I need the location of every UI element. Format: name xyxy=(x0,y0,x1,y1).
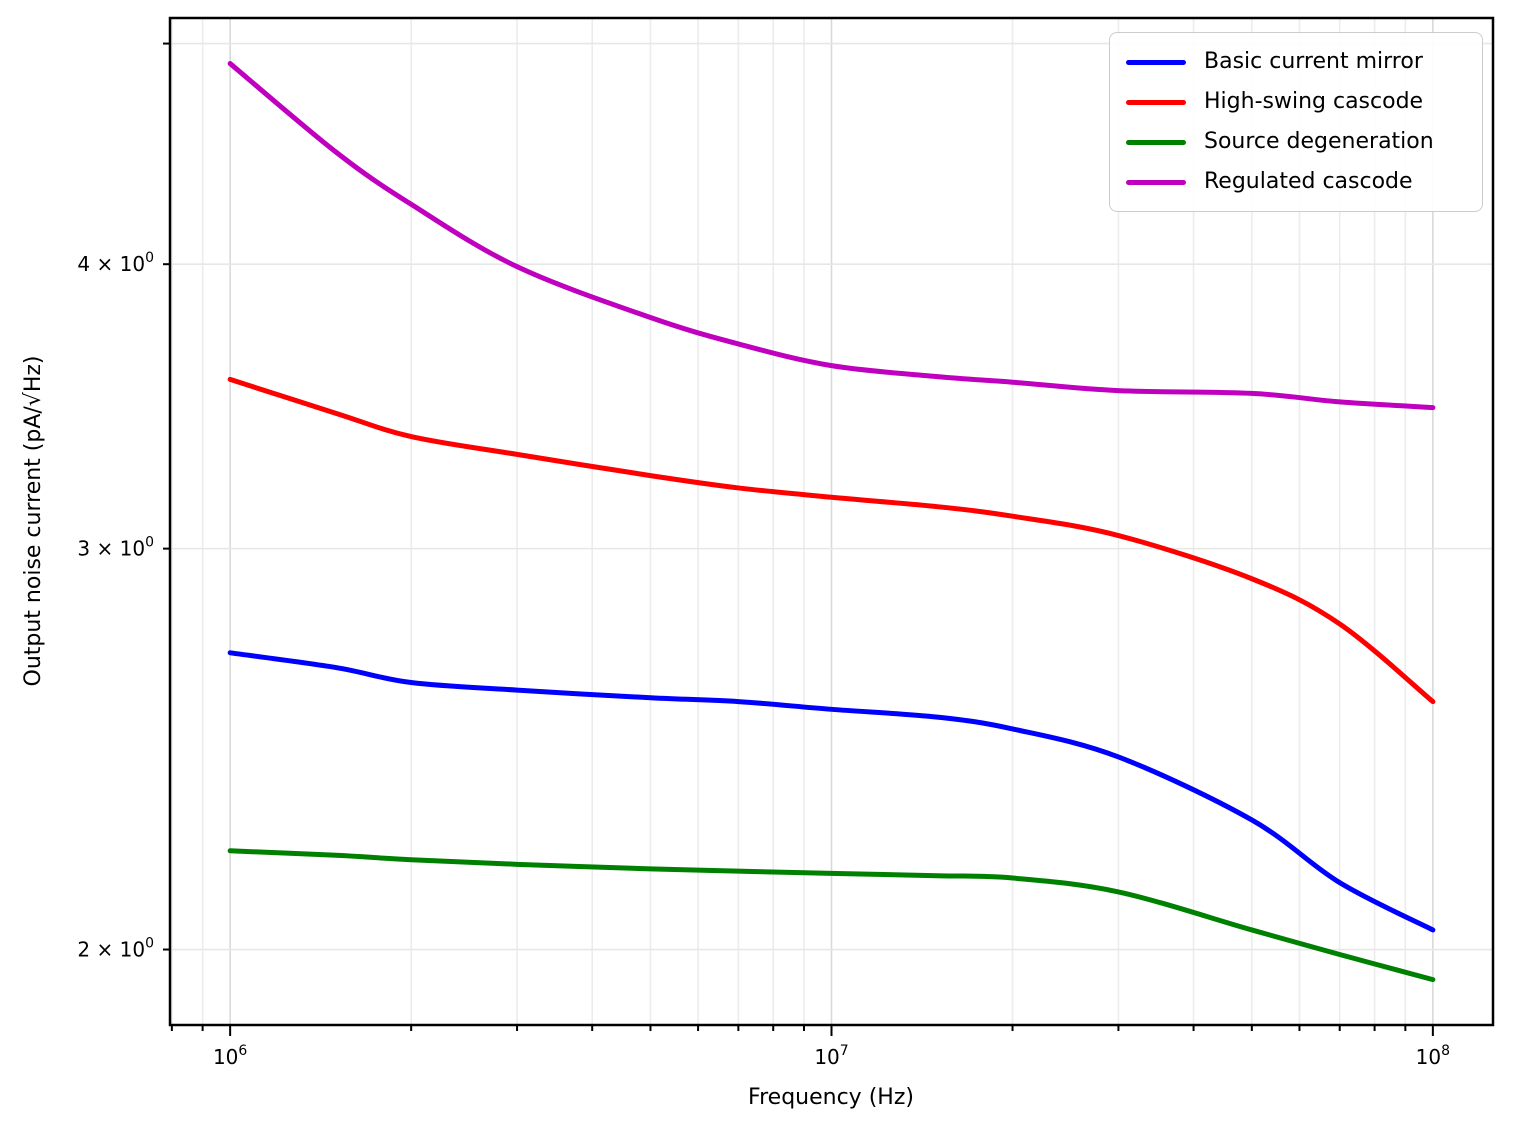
x-tick-label: 108 xyxy=(1416,1043,1450,1069)
legend-item-1: High-swing cascode xyxy=(1126,82,1466,122)
axis-ticks xyxy=(163,42,1434,1036)
legend-item-0: Basic current mirror xyxy=(1126,42,1466,82)
series-line-0 xyxy=(227,650,1436,933)
y-tick-label: 4 × 100 xyxy=(77,250,154,276)
x-tick-label: 106 xyxy=(213,1043,247,1069)
series-line-1 xyxy=(227,376,1436,705)
y-axis-label: Output noise current (pA/√Hz) xyxy=(21,356,46,687)
legend-item-2: Source degeneration xyxy=(1126,122,1466,162)
legend-line-sample-2 xyxy=(1126,139,1186,145)
tick-labels: 106 107 108 2 × 100 3 × 100 4 × 100 xyxy=(77,250,1450,1069)
legend-label-2: Source degeneration xyxy=(1204,129,1434,154)
legend-line-sample-3 xyxy=(1126,179,1186,185)
legend-label-0: Basic current mirror xyxy=(1204,49,1423,74)
x-axis-label: Frequency (Hz) xyxy=(748,1085,914,1110)
legend-line-sample-1 xyxy=(1126,99,1186,105)
legend-line-sample-0 xyxy=(1126,59,1186,65)
legend-label-1: High-swing cascode xyxy=(1204,89,1424,114)
y-tick-label: 3 × 100 xyxy=(77,535,154,561)
legend: Basic current mirror High-swing cascode So… xyxy=(1109,32,1483,212)
legend-label-3: Regulated cascode xyxy=(1204,169,1413,194)
legend-item-3: Regulated cascode xyxy=(1126,162,1466,202)
series-line-3 xyxy=(227,61,1436,411)
x-tick-label: 107 xyxy=(814,1043,848,1069)
series-curves xyxy=(227,61,1436,983)
series-line-2 xyxy=(227,848,1436,983)
y-tick-label: 2 × 100 xyxy=(77,936,154,962)
